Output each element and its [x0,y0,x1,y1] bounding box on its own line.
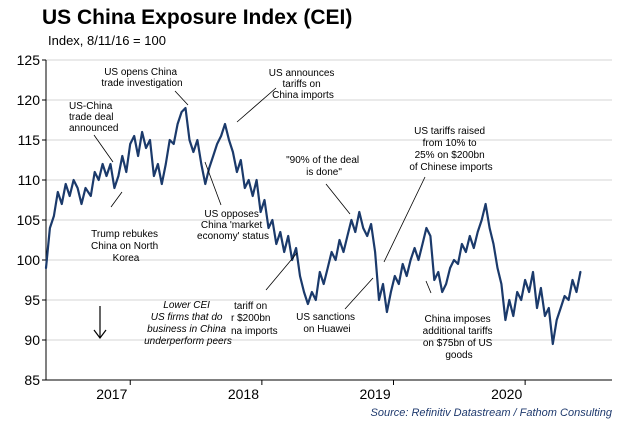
grid [46,59,612,341]
annotation-trump-rebukes: Trump rebukes China on North Korea [91,229,161,264]
x-tick-label-2017: 2017 [96,386,127,402]
series-line-cei [44,106,582,346]
annotation-market-economy: US opposes China 'market economy' status [197,209,269,242]
x-tick-label-2019: 2019 [359,386,390,402]
y-tick-label-85: 85 [24,372,40,388]
x-tick-label-2018: 2018 [228,386,259,402]
annotation-leaders [93,87,432,310]
annotation-trade-investigation: US opens China trade investigation [101,67,182,89]
leader-trump-rebukes [110,191,123,208]
x-axis-ticks: 2017 2018 2019 2020 [96,380,526,402]
y-tick-label-125: 125 [17,52,41,68]
annotation-lower-cei: Lower CEI US firms that do business in C… [144,300,232,347]
annotations: US-China trade deal announced US opens C… [69,67,496,361]
y-tick-label-100: 100 [17,252,41,268]
y-tick-label-95: 95 [24,292,40,308]
leader-huawei [344,277,374,310]
chart-subtitle: Index, 8/11/16 = 100 [48,33,166,48]
leader-china-imposes [425,280,432,294]
leader-tariffs-raised [383,176,426,263]
x-tick-label-2020: 2020 [491,386,522,402]
annotation-huawei: US sanctions on Huawei [296,312,358,335]
y-axis-ticks: 85 90 95 100 105 110 115 120 125 [17,52,46,388]
chart-title: US China Exposure Index (CEI) [42,6,352,29]
source-note: Source: Refinitiv Datastream / Fathom Co… [371,407,613,419]
series-layer [44,106,582,346]
y-tick-label-90: 90 [24,332,40,348]
leader-tariff-200bn [265,252,298,291]
annotation-tariff-200bn: tariff on r $200bn na imports [231,301,278,337]
leader-market-economy [204,161,222,206]
annotation-tariffs-raised: US tariffs raised from 10% to 25% on $20… [409,126,492,173]
leader-trade-deal [93,134,114,163]
y-tick-label-115: 115 [18,132,41,148]
y-tick-label-110: 110 [18,172,41,188]
leader-trade-investigation [174,90,189,106]
y-tick-label-120: 120 [17,92,41,108]
annotation-deal-done: "90% of the deal is done" [286,155,362,178]
annotation-china-imposes: China imposes additional tariffs on $75b… [423,314,496,361]
leader-deal-done [325,183,351,215]
annotation-tariffs-announce: US announces tariffs on China imports [269,68,337,101]
leader-tariffs-announce [236,87,277,123]
y-tick-label-105: 105 [17,212,41,228]
annotation-trade-deal: US-China trade deal announced [69,101,119,134]
down-arrow-icon [93,306,107,339]
